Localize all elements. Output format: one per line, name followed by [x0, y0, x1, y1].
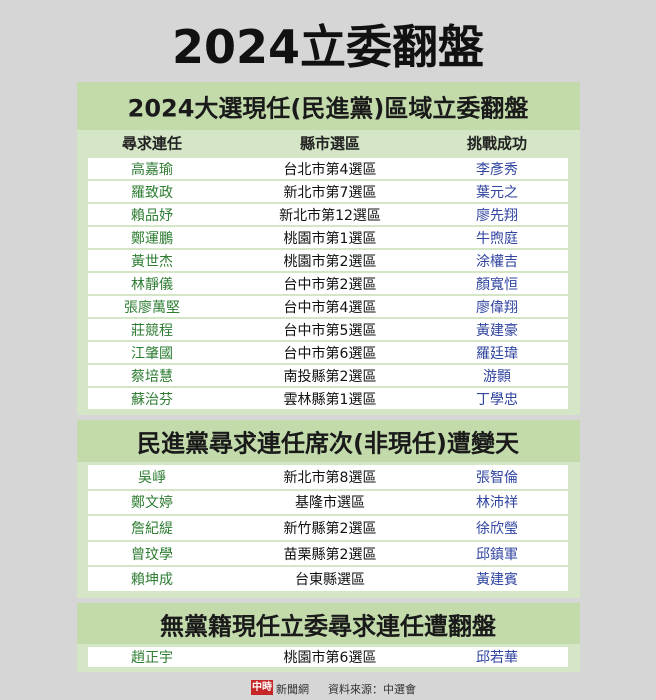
district: 雲林縣第1選區: [283, 391, 377, 408]
section-header: 民進黨尋求連任席次(非現任)遭變天: [137, 429, 519, 458]
row-bg: [88, 181, 568, 202]
row-bg: [88, 273, 568, 294]
row-bg: [88, 388, 568, 409]
district: 台東縣選區: [295, 572, 365, 589]
incumbent: 趙正宇: [131, 650, 173, 666]
incumbent: 詹紀緹: [131, 521, 173, 537]
incumbent: 黃世杰: [131, 253, 173, 270]
winner: 邱若華: [476, 650, 518, 666]
column-header: 尋求連任: [121, 134, 183, 153]
section-header-bar: [77, 82, 580, 130]
row-bg: [88, 490, 568, 515]
incumbent: 高嘉瑜: [131, 161, 173, 178]
section-header: 2024大選現任(民進黨)區域立委翻盤: [127, 94, 529, 123]
incumbent: 莊競程: [131, 322, 173, 339]
section-header: 無黨籍現任立委尋求連任遭翻盤: [160, 612, 496, 640]
column-header: 挑戰成功: [466, 134, 528, 153]
winner: 顏寬恒: [476, 276, 518, 293]
winner: 牛煦庭: [476, 230, 518, 247]
district: 台中市第6選區: [283, 345, 377, 362]
row-bg: [88, 296, 568, 317]
district: 台中市第4選區: [283, 299, 377, 316]
district: 新北市第12選區: [279, 207, 381, 224]
incumbent: 羅致政: [131, 184, 173, 201]
winner: 林沛祥: [476, 495, 518, 512]
row-bg: [88, 647, 568, 667]
district: 台中市第5選區: [283, 322, 377, 339]
row-bg: [88, 516, 568, 540]
incumbent: 吳崢: [138, 469, 166, 486]
row-bg: [88, 541, 568, 566]
winner: 廖先翔: [476, 207, 518, 224]
winner: 丁學忠: [476, 391, 518, 408]
incumbent: 鄭文婷: [131, 495, 173, 512]
incumbent: 林靜儀: [131, 276, 173, 293]
row-bg: [88, 158, 568, 179]
winner: 李彥秀: [476, 161, 518, 178]
section-header-bar: [77, 420, 580, 462]
district: 新北市第8選區: [283, 469, 377, 486]
district: 基隆市選區: [295, 495, 365, 512]
winner: 葉元之: [476, 184, 518, 201]
row-bg: [88, 365, 568, 386]
row-bg: [88, 319, 568, 340]
winner: 張智倫: [476, 469, 518, 486]
incumbent: 賴坤成: [131, 572, 173, 589]
logo-text: 新聞網: [276, 683, 309, 696]
district: 桃園市第2選區: [283, 253, 377, 270]
district: 台中市第2選區: [283, 276, 377, 293]
winner: 黃建豪: [476, 322, 518, 339]
winner: 廖偉翔: [476, 299, 518, 316]
district: 苗栗縣第2選區: [283, 546, 377, 563]
incumbent: 江肇國: [131, 345, 173, 362]
section-header-bar: [77, 603, 580, 644]
logo: 中時: [251, 680, 273, 695]
winner: 邱鎮軍: [476, 546, 518, 563]
district: 新北市第7選區: [283, 184, 377, 201]
incumbent: 蔡培慧: [131, 368, 173, 385]
winner: 黃建賓: [476, 572, 518, 589]
district: 南投縣第2選區: [283, 368, 377, 385]
row-bg: [88, 567, 568, 591]
title: 2024立委翻盤: [171, 20, 485, 74]
row-bg: [88, 227, 568, 248]
row-bg: [88, 342, 568, 363]
district: 桃園市第1選區: [283, 230, 377, 247]
district: 新竹縣第2選區: [283, 521, 377, 537]
incumbent: 張廖萬堅: [124, 299, 180, 316]
column-header: 縣市選區: [299, 134, 361, 153]
row-bg: [88, 250, 568, 271]
incumbent: 賴品妤: [131, 207, 173, 224]
winner: 涂權吉: [476, 253, 518, 270]
row-bg: [88, 465, 568, 489]
incumbent: 鄭運鵬: [131, 230, 173, 247]
incumbent: 曾玟學: [131, 546, 173, 563]
source: 資料來源：中選會: [328, 683, 416, 696]
district: 桃園市第6選區: [283, 650, 377, 666]
winner: 徐欣瑩: [476, 521, 518, 537]
incumbent: 蘇治芬: [131, 391, 173, 408]
district: 台北市第4選區: [283, 161, 377, 178]
winner: 游顥: [483, 368, 511, 385]
row-bg: [88, 204, 568, 225]
winner: 羅廷瑋: [476, 345, 518, 362]
